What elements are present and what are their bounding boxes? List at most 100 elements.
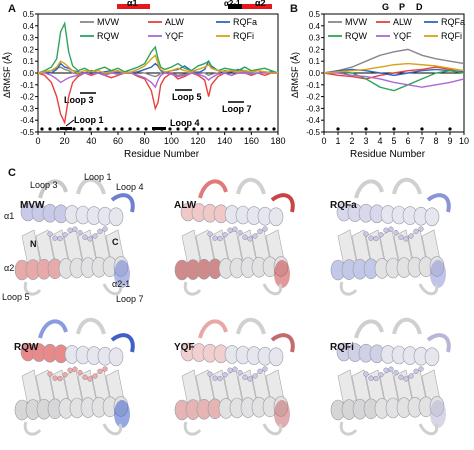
structure-label: RQFa	[330, 200, 357, 211]
loop1-label: Loop 1	[74, 115, 104, 125]
beta-strand	[181, 369, 201, 407]
chart-b-label-d: D	[416, 2, 423, 12]
loop-top-right	[110, 333, 135, 353]
peptide-atom	[247, 376, 253, 382]
chart-b-xtick-label: 1	[335, 136, 340, 146]
peptide-atom	[82, 234, 88, 240]
peptide-atom	[413, 228, 419, 234]
loop5-label: Loop 5	[172, 92, 202, 102]
loop-bottom-right	[262, 283, 283, 296]
chart-b-xtick-label: 5	[391, 136, 396, 146]
peptide-atom	[388, 366, 394, 372]
chart-a-marker-dot	[72, 127, 76, 131]
chart-b-ytick-label: 0.0	[309, 69, 321, 78]
peptide-atom	[67, 227, 73, 233]
peptide-atom	[383, 367, 389, 373]
chart-a-marker-dot	[144, 127, 148, 131]
beta-strand	[21, 369, 41, 407]
panel-a-letter: A	[8, 3, 16, 15]
peptide-atom	[92, 373, 98, 379]
loop7-label: Loop 7	[222, 104, 252, 114]
chart-a-legend-label-alw: ALW	[165, 17, 184, 27]
chart-b-xtick-label: 9	[447, 136, 452, 146]
loop-top-middle	[76, 317, 106, 335]
chart-b-ytick-label: 0.3	[309, 34, 321, 43]
peptide-atom	[52, 375, 58, 381]
peptide-atom	[408, 373, 414, 379]
chart-a-ytick-label: 0.2	[23, 45, 35, 54]
structure-label: MVW	[20, 200, 45, 211]
loop-bottom-left	[339, 421, 358, 436]
chart-a-xtick-label: 160	[244, 136, 259, 146]
peptide-atom	[62, 372, 68, 378]
anno-a1: α1	[4, 211, 15, 221]
chart-a: α1 α2-1 α2 Loop 1 Loop 3 Loop 4 Loop 5 L…	[2, 0, 286, 160]
peptide-atom	[242, 374, 248, 380]
chart-a-series-yqf	[38, 72, 278, 89]
helix-a1-bar	[117, 4, 150, 9]
beta-strand	[63, 229, 83, 267]
chart-a-xtick-label: 0	[35, 136, 40, 146]
peptide-atom	[87, 376, 93, 382]
peptide-atom	[257, 368, 263, 374]
chart-a-ytick-label: 0.1	[23, 57, 35, 66]
structure-grid: RQFi YQF RQW RQFa ALW MVW Loop 3 Loop 1 Loop …	[0, 170, 474, 450]
structure-mvw: MVW	[0, 170, 150, 300]
chart-b-ytick-label: -0.1	[306, 81, 320, 90]
anno-n: N	[30, 239, 37, 249]
chart-a-marker-dot	[152, 127, 156, 131]
helix-a1-turn	[268, 347, 284, 367]
peptide-atom	[237, 370, 243, 376]
chart-a-marker-dot	[192, 127, 196, 131]
chart-b-ytick-label: -0.2	[306, 93, 320, 102]
peptide-atom	[383, 227, 389, 233]
structure-cartoon	[14, 317, 135, 436]
chart-b-marker-dot	[392, 127, 396, 131]
peptide-atom	[363, 231, 369, 237]
chart-a-marker-dot	[224, 127, 228, 131]
chart-b-xtick-label: 0	[321, 136, 326, 146]
chart-a-legend-label-yqf: YQF	[165, 31, 184, 41]
chart-a-legend-label-rqfi: RQFi	[233, 31, 254, 41]
peptide-atom	[87, 236, 93, 242]
chart-a-xtick-label: 100	[164, 136, 179, 146]
peptide-atom	[408, 233, 414, 239]
chart-b-xlabel: Residue Number	[350, 149, 426, 160]
loop-top-left	[354, 319, 384, 339]
chart-b-label-p: P	[399, 2, 405, 12]
chart-b-series-alw	[323, 66, 465, 80]
peptide-atom	[418, 226, 424, 232]
chart-b-marker-dot	[420, 127, 424, 131]
chart-b-xtick-label: 8	[433, 136, 438, 146]
peptide-atom	[252, 373, 258, 379]
beta-strand	[181, 229, 201, 267]
chart-a-legend-label-rqfa: RQFa	[233, 17, 257, 27]
peptide-atom	[102, 366, 108, 372]
chart-b-legend-label-rqfi: RQFi	[441, 31, 462, 41]
helix-a21-label: α2-1	[224, 0, 241, 8]
structure-cartoon	[330, 177, 451, 296]
helix-a21-segment	[274, 260, 290, 288]
peptide-atom	[77, 230, 83, 236]
helix-a1-turn	[424, 347, 440, 367]
peptide-atom	[232, 366, 238, 372]
structure-rqw: RQW	[0, 310, 150, 440]
anno-loop3: Loop 3	[30, 180, 58, 190]
peptide-atom	[378, 232, 384, 238]
chart-a-marker-dot	[248, 127, 252, 131]
helix-a2-bar	[242, 4, 272, 9]
peptide-atom	[398, 234, 404, 240]
chart-a-xtick-label: 120	[190, 136, 205, 146]
chart-a-legend-label-rqw: RQW	[97, 31, 120, 41]
chart-a-marker-dot	[184, 127, 188, 131]
structure-cartoon	[174, 177, 295, 296]
chart-a-marker-dot	[264, 127, 268, 131]
peptide-atom	[252, 233, 258, 239]
chart-b-ytick-label: -0.3	[306, 104, 320, 113]
chart-a-ytick-label: -0.1	[20, 81, 34, 90]
peptide-atom	[227, 367, 233, 373]
beta-strand	[379, 369, 399, 407]
peptide-atom	[242, 234, 248, 240]
peptide-atom	[227, 227, 233, 233]
peptide-atom	[247, 236, 253, 242]
